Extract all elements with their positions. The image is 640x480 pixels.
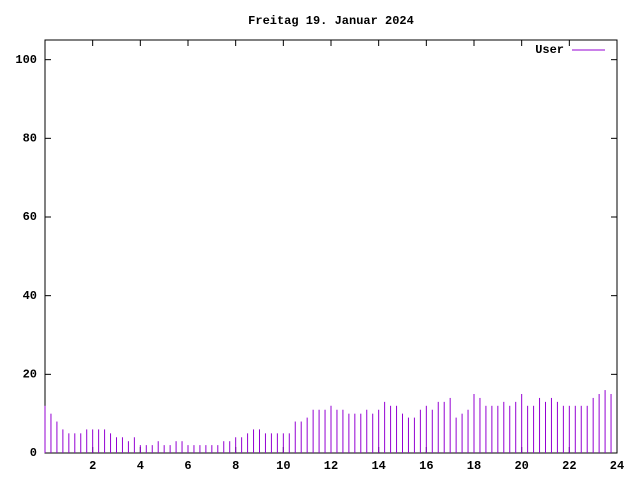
- x-tick-label: 16: [419, 459, 433, 473]
- x-tick-label: 8: [232, 459, 239, 473]
- x-tick-label: 24: [610, 459, 624, 473]
- y-tick-label: 80: [23, 132, 37, 146]
- x-tick-label: 22: [562, 459, 576, 473]
- x-tick-label: 4: [137, 459, 144, 473]
- x-tick-label: 14: [371, 459, 385, 473]
- y-tick-label: 0: [30, 446, 37, 460]
- y-tick-label: 40: [23, 289, 37, 303]
- y-tick-label: 20: [23, 368, 37, 382]
- x-tick-label: 12: [324, 459, 338, 473]
- chart-title: Freitag 19. Januar 2024: [248, 14, 414, 28]
- y-tick-label: 60: [23, 210, 37, 224]
- x-tick-label: 10: [276, 459, 290, 473]
- x-tick-label: 2: [89, 459, 96, 473]
- legend-label: User: [535, 43, 564, 57]
- x-tick-label: 18: [467, 459, 481, 473]
- plot-frame: [44, 39, 618, 454]
- y-tick-label: 100: [15, 53, 37, 67]
- x-tick-label: 6: [184, 459, 191, 473]
- x-tick-label: 20: [514, 459, 528, 473]
